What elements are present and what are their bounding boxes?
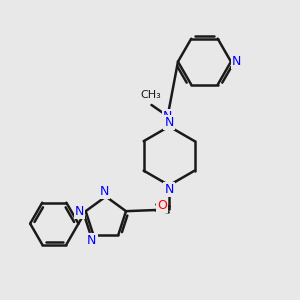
Text: N: N	[232, 55, 241, 68]
Text: N: N	[164, 183, 174, 196]
Text: N: N	[74, 205, 84, 218]
Text: N: N	[100, 185, 109, 198]
Text: N: N	[163, 110, 172, 123]
Text: N: N	[164, 116, 174, 128]
Text: N: N	[87, 234, 97, 247]
Text: O: O	[158, 199, 167, 212]
Text: CH₃: CH₃	[140, 90, 161, 100]
